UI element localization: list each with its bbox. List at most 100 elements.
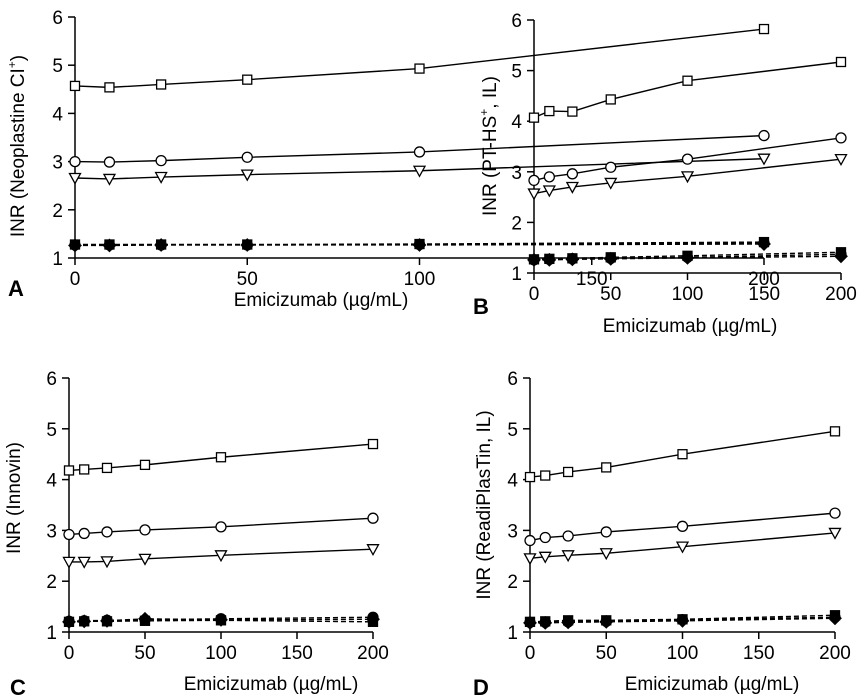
x-tick-label: 50 [134, 643, 155, 664]
y-tick-label: 2 [46, 572, 57, 593]
data-point-square-open [683, 76, 692, 85]
y-axis-title-b: INR (PT-HS+, IL) [477, 76, 501, 216]
y-tick-label: 4 [507, 471, 518, 492]
x-tick-label: 50 [596, 643, 617, 664]
data-point-circle-open [156, 156, 166, 166]
data-point-square-open [369, 440, 378, 449]
data-point-square-open [103, 463, 112, 472]
data-point-circle-open [678, 521, 688, 531]
y-tick-label: 5 [511, 62, 522, 83]
data-point-square-open [65, 466, 74, 475]
plot-area-c: 1 2 3 4 5 6 0 50 100 150 200 [46, 369, 388, 664]
x-tick-label: 100 [205, 643, 237, 664]
data-point-circle-open [79, 528, 89, 538]
x-tick-label: 150 [743, 643, 775, 664]
y-tick-label: 6 [507, 369, 518, 390]
data-point-square-open [541, 471, 550, 480]
y-tick-label: 6 [511, 11, 522, 32]
x-axis-title-a: Emicizumab (µg/mL) [234, 290, 409, 311]
y-tick-label: 5 [507, 420, 518, 441]
data-point-square-open [415, 64, 424, 73]
data-point-square-open [71, 81, 80, 90]
x-tick-label: 100 [667, 643, 699, 664]
x-axis-title-c: Emicizumab (µg/mL) [184, 674, 359, 695]
y-axis-title-c: INR (Innovin) [4, 442, 25, 554]
data-point-square-open [760, 25, 769, 34]
y-axis-title-d: INR (ReadiPlasTin, IL) [474, 410, 495, 599]
x-tick-label: 200 [825, 284, 857, 305]
data-point-triangle-down-open [525, 554, 536, 564]
x-tick-label: 100 [404, 269, 436, 290]
panel-letter-c: C [10, 675, 26, 699]
x-tick-label: 0 [529, 284, 540, 305]
y-axis-title-a-sup: + [5, 61, 19, 68]
y-tick-label: 6 [52, 8, 63, 29]
data-point-square-open [217, 453, 226, 462]
x-tick-label: 0 [64, 643, 75, 664]
data-point-square-open [678, 450, 687, 459]
data-point-square-open [568, 107, 577, 116]
data-point-square-open [141, 460, 150, 469]
data-point-circle-open [140, 525, 150, 535]
data-point-square-open [602, 463, 611, 472]
x-tick-label: 50 [600, 284, 621, 305]
data-point-circle-open [216, 522, 226, 532]
data-point-circle-open [64, 529, 74, 539]
data-point-square-open [545, 107, 554, 116]
data-point-circle-open [368, 513, 378, 523]
y-tick-label: 3 [46, 521, 57, 542]
series-line-square-open [75, 29, 764, 87]
data-point-square-open [606, 95, 615, 104]
y-tick-label: 1 [507, 623, 518, 644]
panel-letter-d: D [473, 675, 489, 699]
y-tick-label: 1 [46, 623, 57, 644]
panel-a: A Emicizumab (µg/mL) INR (Neoplastine CI… [5, 8, 780, 311]
x-tick-label: 200 [357, 643, 389, 664]
y-tick-label: 2 [511, 213, 522, 234]
data-point-square-open [243, 75, 252, 84]
panel-letter-a: A [8, 276, 24, 301]
y-axis-title-a-main: INR (Neoplastine CI [8, 68, 29, 237]
x-tick-label: 0 [525, 643, 536, 664]
data-point-square-open [564, 467, 573, 476]
data-point-circle-open [683, 154, 693, 164]
y-axis-title-b-sup: + [477, 109, 491, 116]
y-tick-label: 2 [52, 201, 63, 222]
data-point-circle-open [759, 131, 769, 141]
panel-letter-b: B [473, 294, 489, 319]
y-tick-label: 3 [507, 521, 518, 542]
y-axis-title-b-end: , IL) [480, 76, 501, 109]
x-tick-label: 50 [237, 269, 258, 290]
y-tick-label: 3 [511, 163, 522, 184]
y-tick-label: 5 [46, 420, 57, 441]
y-axis-title-a: INR (Neoplastine CI+) [5, 55, 29, 237]
data-point-triangle-down-open [529, 189, 540, 199]
data-point-circle-open [601, 527, 611, 537]
data-point-square-open [831, 427, 840, 436]
x-tick-label: 100 [672, 284, 704, 305]
data-point-circle-open [563, 531, 573, 541]
y-tick-label: 4 [52, 104, 63, 125]
y-tick-label: 3 [52, 153, 63, 174]
data-point-circle-open [567, 169, 577, 179]
data-point-circle-open [102, 527, 112, 537]
panel-d: D Emicizumab (µg/mL) INR (ReadiPlasTin, … [473, 369, 851, 699]
y-axis-title-b-main: INR (PT-HS [480, 116, 501, 216]
data-point-square-open [157, 80, 166, 89]
data-point-circle-open [525, 536, 535, 546]
x-tick-label: 150 [281, 643, 313, 664]
data-point-circle-open [836, 133, 846, 143]
data-point-circle-open [415, 147, 425, 157]
data-point-circle-open [104, 157, 114, 167]
plot-area-d: 1234560 50 100 150 200 [507, 369, 850, 664]
plot-area-b: 1 2 3 4 5 6 0 50 100 150 200 [511, 11, 856, 305]
data-point-circle-open [70, 157, 80, 167]
x-axis-title-d: Emicizumab (µg/mL) [625, 674, 800, 695]
data-point-square-open [105, 83, 114, 92]
panel-c: C Emicizumab (µg/mL) INR (Innovin) 1 2 3 4 5… [4, 369, 389, 699]
data-point-circle-open [544, 172, 554, 182]
y-axis-title-a-end: ) [8, 55, 29, 61]
data-point-square-open [80, 465, 89, 474]
y-tick-label: 5 [52, 56, 63, 77]
